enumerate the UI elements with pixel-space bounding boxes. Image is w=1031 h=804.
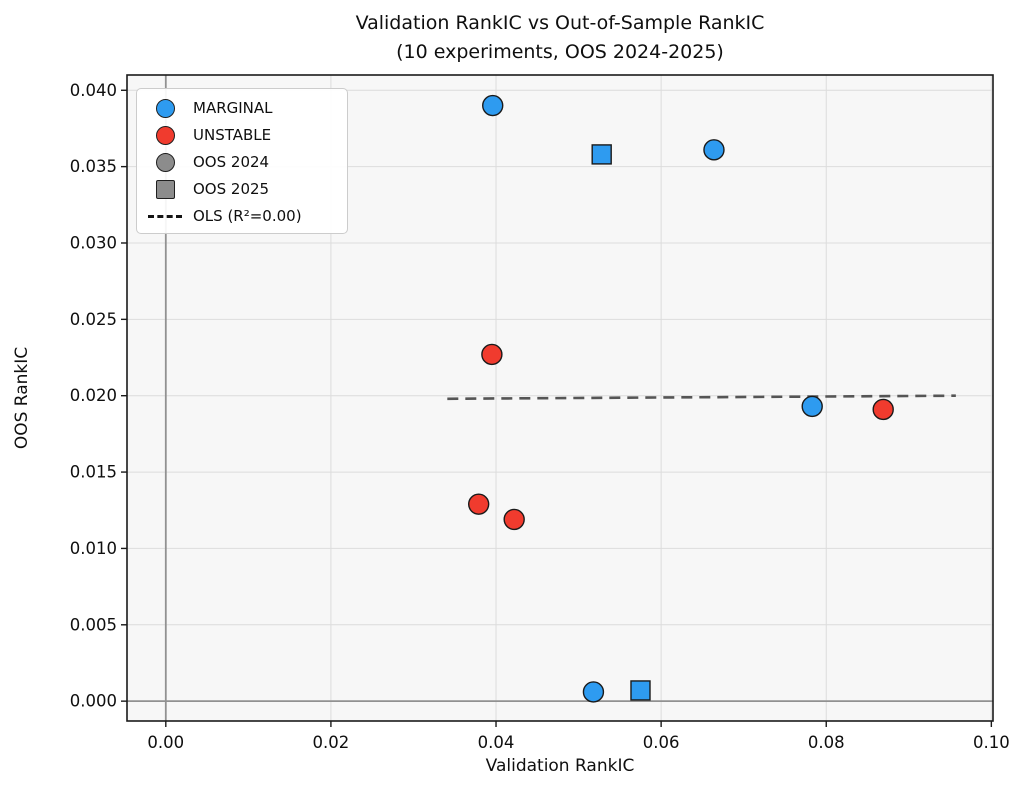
y-tick-label: 0.040 [70,81,117,100]
oos-2025-square-icon [155,179,175,199]
data-point-unstable [481,343,503,366]
legend-item-unstable: UNSTABLE [145,122,339,148]
y-tick-label: 0.035 [70,157,117,176]
marginal-circle-icon [155,98,175,118]
legend-label: OOS 2025 [193,180,270,198]
unstable-circle-icon [155,125,175,145]
legend: MARGINAL UNSTABLE OOS 2024 OOS 2025 OLS … [136,88,348,234]
y-tick-label: 0.015 [70,463,117,482]
legend-label: UNSTABLE [193,126,272,144]
legend-label: MARGINAL [193,99,273,117]
y-axis-label: OOS RankIC [12,346,32,450]
y-tick-label: 0.005 [70,615,117,634]
x-tick-label: 0.02 [313,733,350,752]
legend-item-ols: OLS (R²=0.00) [145,203,339,229]
data-point-marginal [591,144,612,165]
legend-label: OOS 2024 [193,153,270,171]
chart-title: Validation RankIC vs Out-of-Sample RankI… [127,9,993,67]
legend-item-oos-2025: OOS 2025 [145,176,339,202]
data-point-unstable [872,398,894,421]
axes-frame [126,74,994,722]
data-point-marginal [630,680,651,701]
y-tick-label: 0.030 [70,233,117,252]
oos-2024-circle-icon [155,152,175,172]
legend-label: OLS (R²=0.00) [193,207,302,225]
y-tick-label: 0.025 [70,310,117,329]
y-tick-label: 0.000 [70,692,117,711]
legend-item-oos-2024: OOS 2024 [145,149,339,175]
x-tick-label: 0.00 [147,733,184,752]
x-tick-label: 0.10 [973,733,1010,752]
data-point-unstable [467,493,490,515]
x-axis-label: Validation RankIC [485,756,635,776]
y-tick-label: 0.020 [70,386,117,405]
x-tick-label: 0.06 [643,733,680,752]
data-point-marginal [703,139,725,161]
y-tick-label: 0.010 [70,539,117,558]
legend-item-marginal: MARGINAL [145,95,339,121]
data-point-unstable [503,508,525,531]
ols-line [447,394,956,401]
data-point-marginal [582,681,605,703]
data-point-marginal [801,395,823,418]
chart-title-line1: Validation RankIC vs Out-of-Sample RankI… [355,12,765,34]
x-tick-label: 0.08 [808,733,845,752]
chart-title-line2: (10 experiments, OOS 2024-2025) [396,41,724,63]
data-point-marginal [482,94,504,117]
x-tick-label: 0.04 [478,733,515,752]
ols-dashed-line-icon [148,214,182,218]
